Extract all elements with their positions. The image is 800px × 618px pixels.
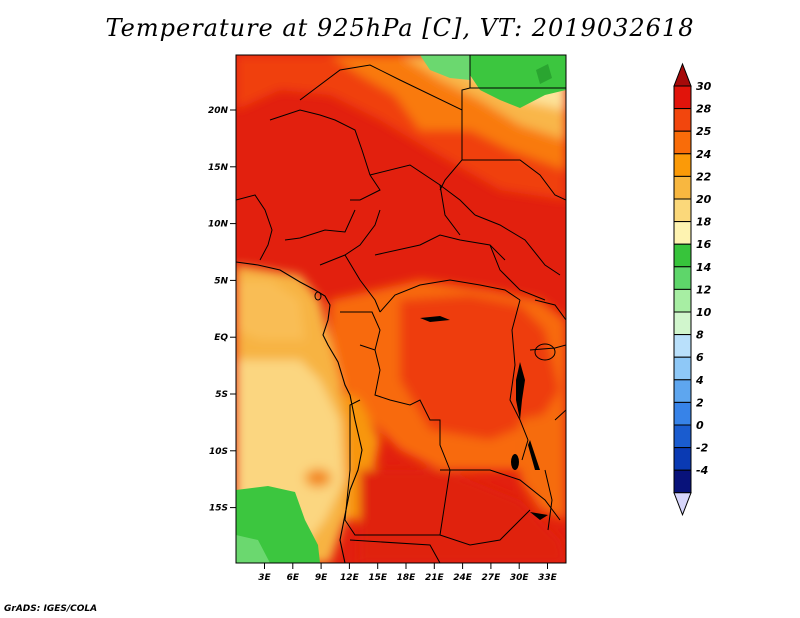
lon-tick-label: 30E: [510, 573, 530, 583]
colorbar-segment: [673, 175, 692, 200]
colorbar-label: 24: [696, 148, 711, 161]
colorbar-segment: [673, 311, 692, 336]
colorbar-label: 18: [696, 216, 712, 229]
lon-tick-label: 6E: [287, 573, 300, 583]
colorbar-segment: [673, 243, 692, 268]
colorbar-segment: [673, 266, 692, 290]
colorbar-segment: [673, 401, 692, 426]
colorbar-segment: [673, 221, 692, 245]
colorbar-label: 25: [696, 125, 712, 138]
lat-tick-label: 15S: [209, 504, 228, 514]
colorbar-label: 30: [696, 80, 712, 93]
colorbar-segment: [673, 108, 692, 132]
colorbar-segment: [673, 447, 692, 471]
lon-tick-label: 27E: [482, 573, 502, 583]
colorbar-segment: [673, 334, 692, 358]
lon-tick-label: 24E: [453, 573, 473, 583]
colorbar-label: 4: [695, 374, 704, 387]
colorbar-segment: [673, 424, 692, 449]
colorbar-label: -4: [696, 464, 708, 477]
colorbar-label: 2: [696, 396, 704, 409]
colorbar-segment: [673, 153, 692, 177]
lon-tick-label: 15E: [368, 573, 388, 583]
map-title: Temperature at 925hPa [C], VT: 201903261…: [105, 14, 695, 42]
colorbar-top-arrow: [673, 62, 692, 87]
colorbar-segment: [673, 356, 692, 381]
lat-tick-label: 5S: [215, 390, 228, 400]
lon-tick-label: 3E: [258, 573, 271, 583]
lon-tick-label: 33E: [538, 573, 558, 583]
grads-credit: GrADS: IGES/COLA: [4, 604, 98, 614]
map-frame: [235, 54, 567, 564]
country-borders: [236, 55, 566, 563]
colorbar-segment: [673, 130, 692, 155]
colorbar-label: 10: [696, 306, 712, 319]
lat-tick-label: 10N: [208, 220, 229, 230]
colorbar-label: 0: [696, 419, 704, 432]
colorbar-label: 6: [696, 351, 704, 364]
lon-tick-label: 18E: [397, 573, 417, 583]
lon-tick-label: 12E: [340, 573, 360, 583]
lakes: [314, 291, 556, 520]
colorbar-label: 28: [696, 103, 712, 116]
colorbar-label: 12: [696, 283, 712, 296]
lat-tick-label: 20N: [208, 106, 229, 116]
latitude-axis: 20N 15N 10N 5N EQ 5S 10S 15S: [208, 106, 236, 514]
lat-tick-label: 15N: [208, 163, 229, 173]
lon-tick-label: 9E: [315, 573, 328, 583]
colorbar-bottom-arrow: [673, 492, 692, 517]
colorbar-segment: [673, 469, 692, 494]
lat-tick-label: 10S: [209, 447, 228, 457]
colorbar-segment: [673, 85, 692, 110]
colorbar-segment: [673, 198, 692, 223]
lat-tick-label: 5N: [214, 276, 228, 286]
colorbar-label: 22: [696, 170, 712, 183]
coastline: [236, 261, 363, 563]
colorbar-label: 14: [696, 261, 711, 274]
colorbar-label: 8: [696, 329, 704, 342]
longitude-axis: 3E 6E 9E 12E 15E 18E 21E 24E 27E 30E 33E: [258, 563, 558, 583]
colorbar-segment: [673, 379, 692, 403]
colorbar-label: -2: [696, 442, 709, 455]
lon-tick-label: 21E: [425, 573, 445, 583]
colorbar-label: 20: [696, 193, 712, 206]
temperature-field: [236, 55, 566, 563]
lat-tick-label: EQ: [214, 333, 228, 343]
colorbar-segment: [673, 288, 692, 313]
colorbar-label: 16: [696, 238, 712, 251]
